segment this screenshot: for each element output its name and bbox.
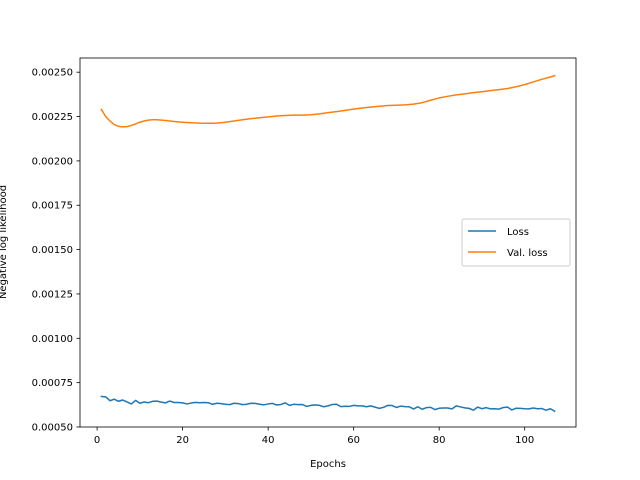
x-tick-label: 60	[347, 435, 360, 446]
y-tick-label: 0.00100	[32, 334, 73, 345]
x-axis-ticks: 0 20 40 60 80 100	[94, 427, 534, 446]
y-tick-label: 0.00075	[32, 378, 73, 389]
x-axis-label: Epochs	[310, 459, 346, 470]
legend-label-loss: Loss	[507, 227, 529, 238]
series-line-val-loss	[100, 74, 556, 128]
y-tick-label: 0.00150	[32, 245, 73, 256]
y-tick-label: 0.00050	[32, 423, 73, 434]
x-tick-label: 100	[515, 435, 534, 446]
y-axis-ticks: 0.00050 0.00075 0.00100 0.00125 0.00150 0.001…	[32, 68, 80, 434]
x-tick-label: 0	[94, 435, 100, 446]
y-tick-label: 0.00250	[32, 68, 73, 79]
y-tick-label: 0.00225	[32, 112, 73, 123]
y-tick-label: 0.00125	[32, 289, 73, 300]
x-tick-label: 20	[176, 435, 189, 446]
x-tick-label: 40	[262, 435, 275, 446]
y-tick-label: 0.00200	[32, 156, 73, 167]
legend: Loss Val. loss	[461, 218, 571, 267]
x-tick-label: 80	[433, 435, 446, 446]
y-axis-label: Negative log likelihood	[0, 185, 9, 299]
legend-label-val-loss: Val. loss	[507, 248, 548, 259]
series-lines	[100, 74, 556, 413]
axes-frame	[79, 57, 577, 428]
series-line-loss	[100, 395, 556, 413]
y-tick-label: 0.00175	[32, 201, 73, 212]
